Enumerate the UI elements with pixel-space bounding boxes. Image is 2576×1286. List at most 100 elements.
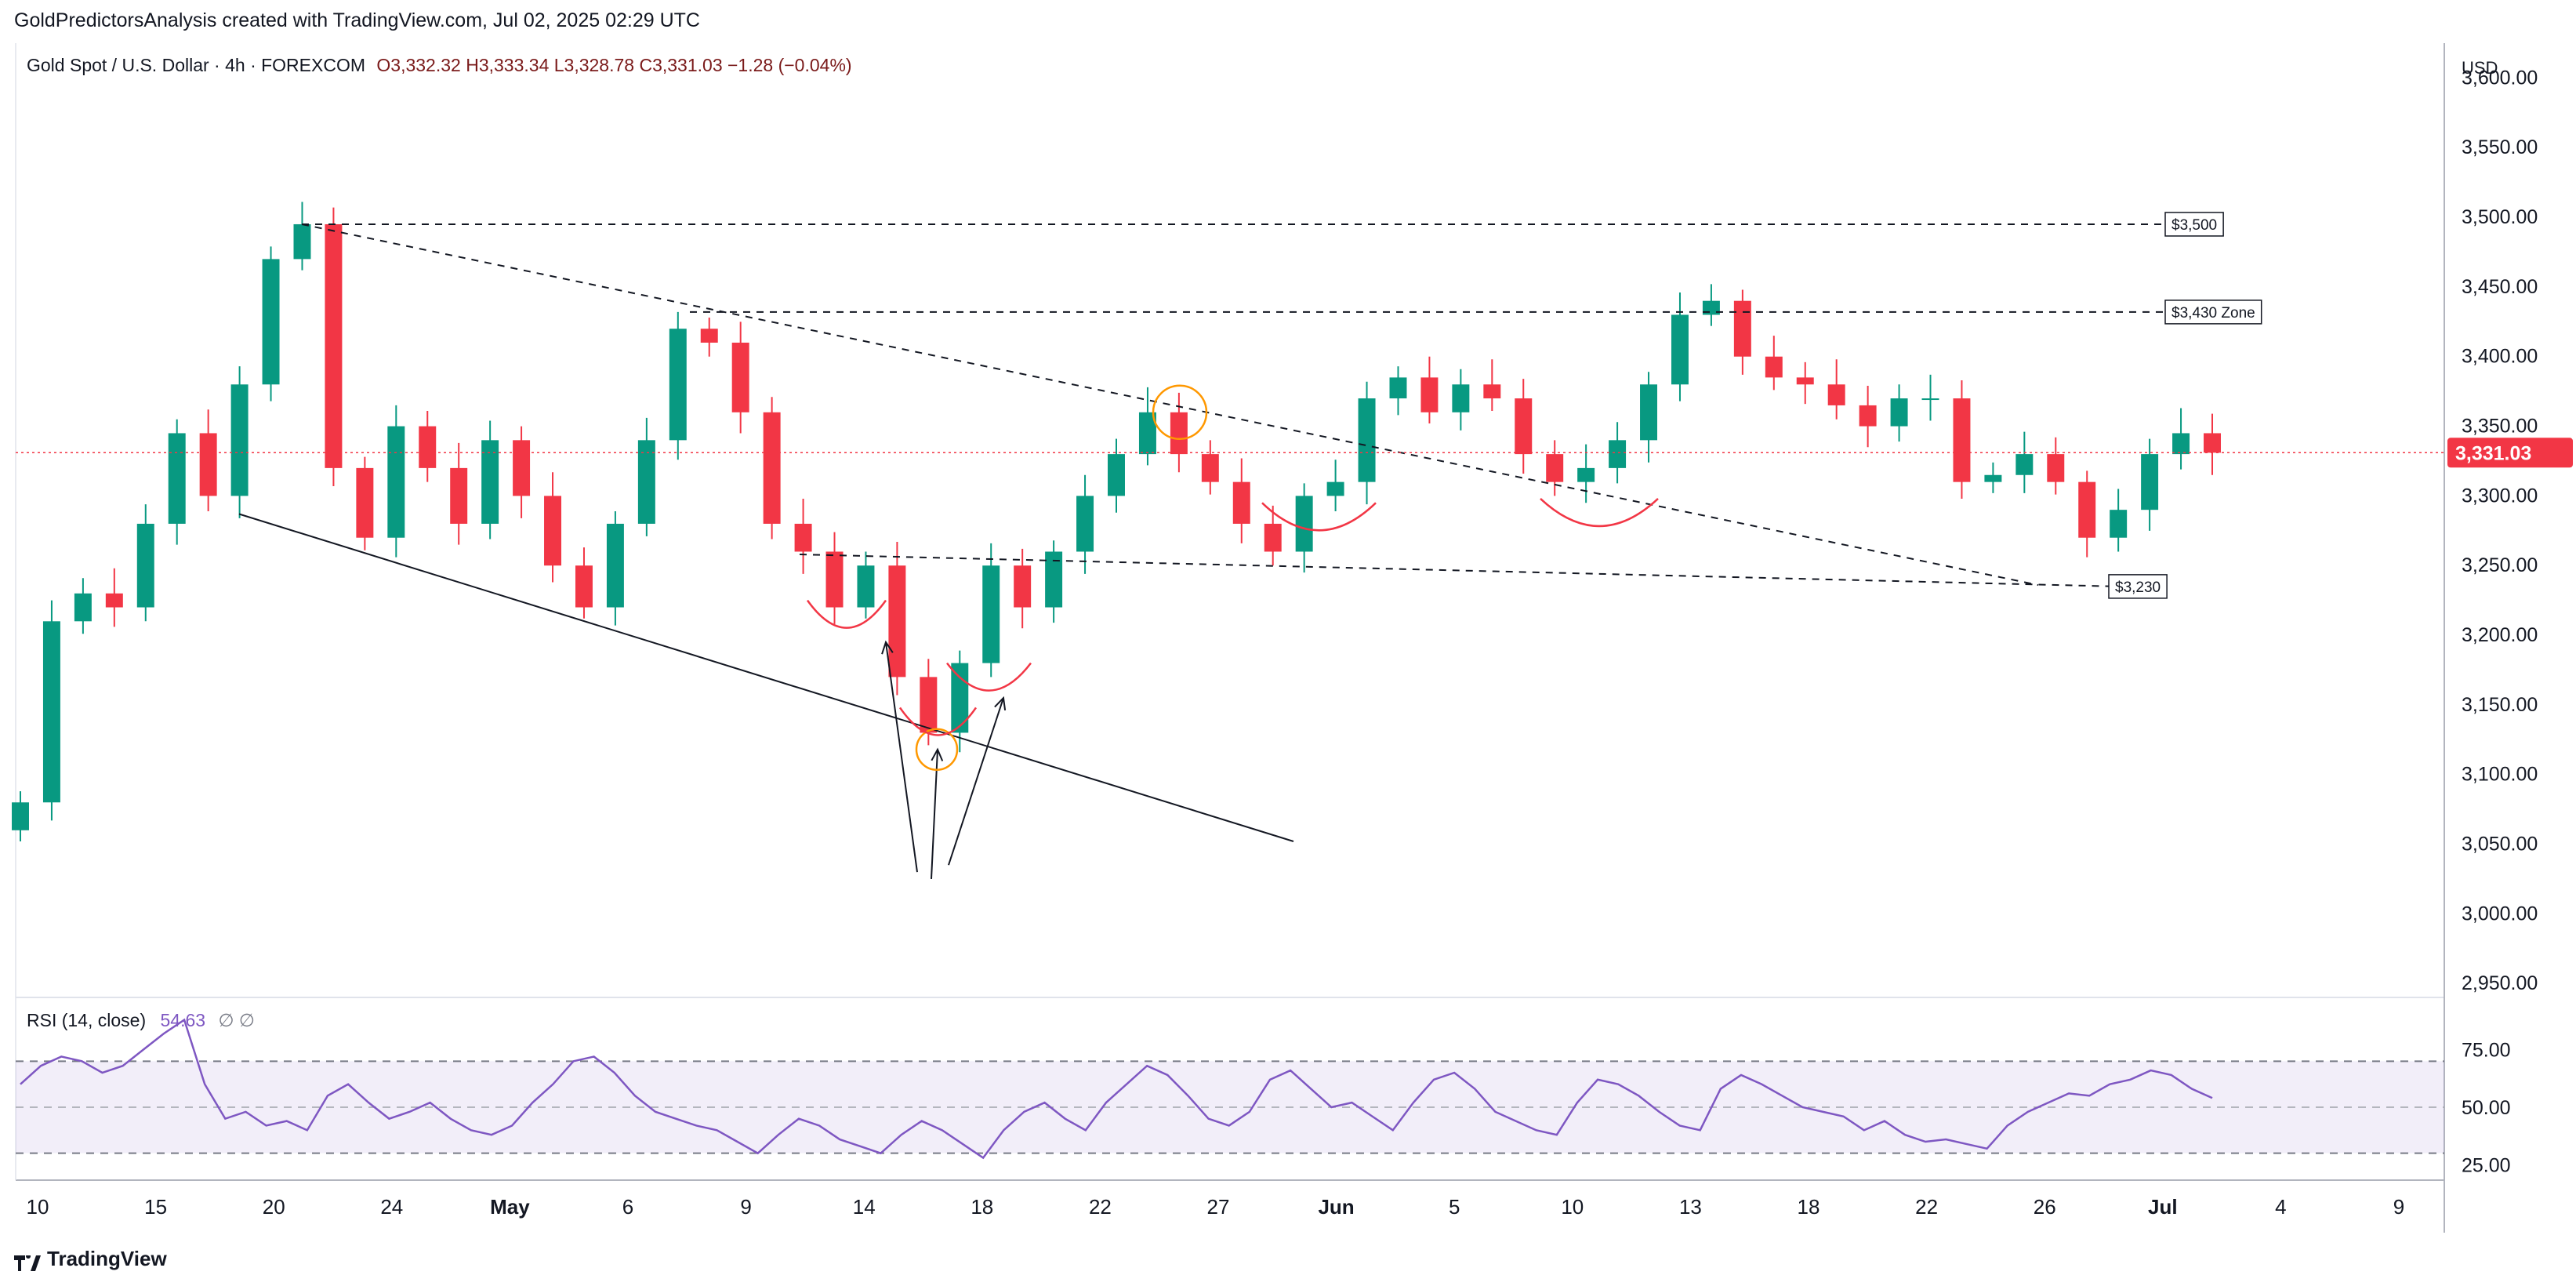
candle-body bbox=[700, 329, 718, 343]
candle-body bbox=[1358, 398, 1376, 482]
tradingview-icon bbox=[14, 1252, 41, 1272]
bottom-arc bbox=[898, 707, 978, 736]
candle bbox=[606, 510, 624, 626]
candle-body bbox=[1201, 454, 1219, 482]
low-highlight-circle bbox=[915, 728, 959, 772]
price-tick-label: 3,000.00 bbox=[2462, 903, 2538, 925]
candle-body bbox=[825, 551, 844, 608]
rsi-tick-label: 75.00 bbox=[2462, 1040, 2511, 1062]
candle bbox=[1515, 379, 1533, 474]
price-tick-label: 3,250.00 bbox=[2462, 554, 2538, 576]
candle-body bbox=[637, 440, 655, 524]
candle bbox=[763, 397, 781, 539]
candle-body bbox=[575, 565, 593, 608]
date-tick-label: 26 bbox=[2034, 1195, 2056, 1219]
candle bbox=[2172, 408, 2190, 470]
arrow-head bbox=[994, 696, 1007, 711]
currency-label[interactable]: USD bbox=[2462, 58, 2498, 78]
price-tick-label: 3,400.00 bbox=[2462, 346, 2538, 368]
candle-body bbox=[450, 467, 468, 524]
level-label-3500[interactable]: $3,500 bbox=[2164, 212, 2224, 237]
date-tick-label: 20 bbox=[263, 1195, 285, 1219]
close-value: C3,331.03 bbox=[639, 55, 723, 75]
candle bbox=[1326, 460, 1344, 511]
candle-body bbox=[513, 440, 531, 496]
level-label-3430[interactable]: $3,430 Zone bbox=[2164, 300, 2262, 325]
bottom-arc bbox=[1261, 502, 1377, 532]
price-tick-label: 3,500.00 bbox=[2462, 206, 2538, 228]
date-tick-label: 13 bbox=[1679, 1195, 1702, 1219]
candle-body bbox=[1953, 398, 1971, 482]
candle bbox=[920, 659, 938, 746]
candle-body bbox=[1076, 496, 1094, 552]
candle bbox=[262, 246, 280, 401]
date-tick-label: 9 bbox=[2393, 1195, 2404, 1219]
candle bbox=[1420, 356, 1439, 424]
candle bbox=[1609, 422, 1627, 484]
candle bbox=[1389, 366, 1407, 416]
price-tick-label: 3,600.00 bbox=[2462, 67, 2538, 89]
last-price-text: 3,331.03 bbox=[2455, 442, 2531, 464]
bottom-arc bbox=[946, 662, 1032, 692]
arrow-head bbox=[881, 640, 894, 655]
level-label-3230[interactable]: $3,230 bbox=[2108, 574, 2168, 599]
date-tick-label: 10 bbox=[27, 1195, 49, 1219]
last-price-badge bbox=[2447, 438, 2573, 468]
candle-body bbox=[2141, 454, 2159, 510]
date-tick-label: 9 bbox=[740, 1195, 751, 1219]
candle-body bbox=[1452, 384, 1470, 412]
candle bbox=[1201, 440, 1219, 495]
candle-body bbox=[1138, 412, 1156, 455]
candle bbox=[1953, 380, 1971, 499]
candle-body bbox=[387, 426, 405, 538]
price-tick-label: 3,200.00 bbox=[2462, 624, 2538, 646]
date-tick-label: Jun bbox=[1318, 1195, 1354, 1219]
descending-resistance-line bbox=[301, 223, 2039, 587]
header-credit: GoldPredictorsAnalysis created with Trad… bbox=[14, 9, 700, 31]
candle-body bbox=[1045, 551, 1063, 608]
candle bbox=[2204, 413, 2221, 475]
candle-body bbox=[1232, 481, 1250, 524]
candle-body bbox=[669, 329, 687, 441]
level-label-text: $3,500 bbox=[2171, 217, 2217, 234]
candle-body bbox=[1483, 384, 1501, 399]
candle bbox=[12, 791, 29, 842]
candle-body bbox=[1859, 405, 1877, 427]
candle bbox=[136, 504, 154, 622]
candle-body bbox=[606, 523, 624, 608]
candle-body bbox=[105, 593, 123, 608]
arrow-line bbox=[948, 697, 1004, 866]
candle bbox=[2078, 470, 2096, 558]
candle-body bbox=[2015, 454, 2034, 475]
candles bbox=[12, 202, 2221, 842]
candle-body bbox=[982, 565, 1000, 663]
candle-body bbox=[325, 223, 343, 468]
candle-body bbox=[12, 802, 29, 830]
symbol-label[interactable]: Gold Spot / U.S. Dollar · 4h · FOREXCOM bbox=[27, 55, 366, 75]
candle bbox=[544, 472, 562, 583]
candle bbox=[669, 311, 687, 460]
candle-body bbox=[2110, 510, 2128, 538]
date-tick-label: 4 bbox=[2275, 1195, 2286, 1219]
rsi-label[interactable]: RSI (14, close) bbox=[27, 1010, 147, 1030]
rsi-tick-label: 25.00 bbox=[2462, 1154, 2511, 1176]
candle-body bbox=[1609, 440, 1627, 468]
price-tick-label: 2,950.00 bbox=[2462, 972, 2538, 994]
candle-body bbox=[951, 663, 969, 733]
candle-body bbox=[293, 223, 311, 260]
date-tick-label: 14 bbox=[853, 1195, 876, 1219]
candle bbox=[700, 317, 718, 357]
candle-body bbox=[2078, 481, 2096, 538]
candle bbox=[1546, 440, 1564, 496]
candle bbox=[857, 551, 875, 619]
candle-body bbox=[1420, 377, 1439, 412]
tradingview-logo[interactable]: TradingView bbox=[14, 1247, 167, 1272]
candle bbox=[293, 202, 311, 271]
candle bbox=[1796, 361, 1814, 405]
candle bbox=[2015, 431, 2034, 493]
candle bbox=[731, 322, 749, 434]
candle bbox=[1765, 336, 1783, 391]
candle-body bbox=[1326, 481, 1344, 496]
candle bbox=[1076, 474, 1094, 574]
